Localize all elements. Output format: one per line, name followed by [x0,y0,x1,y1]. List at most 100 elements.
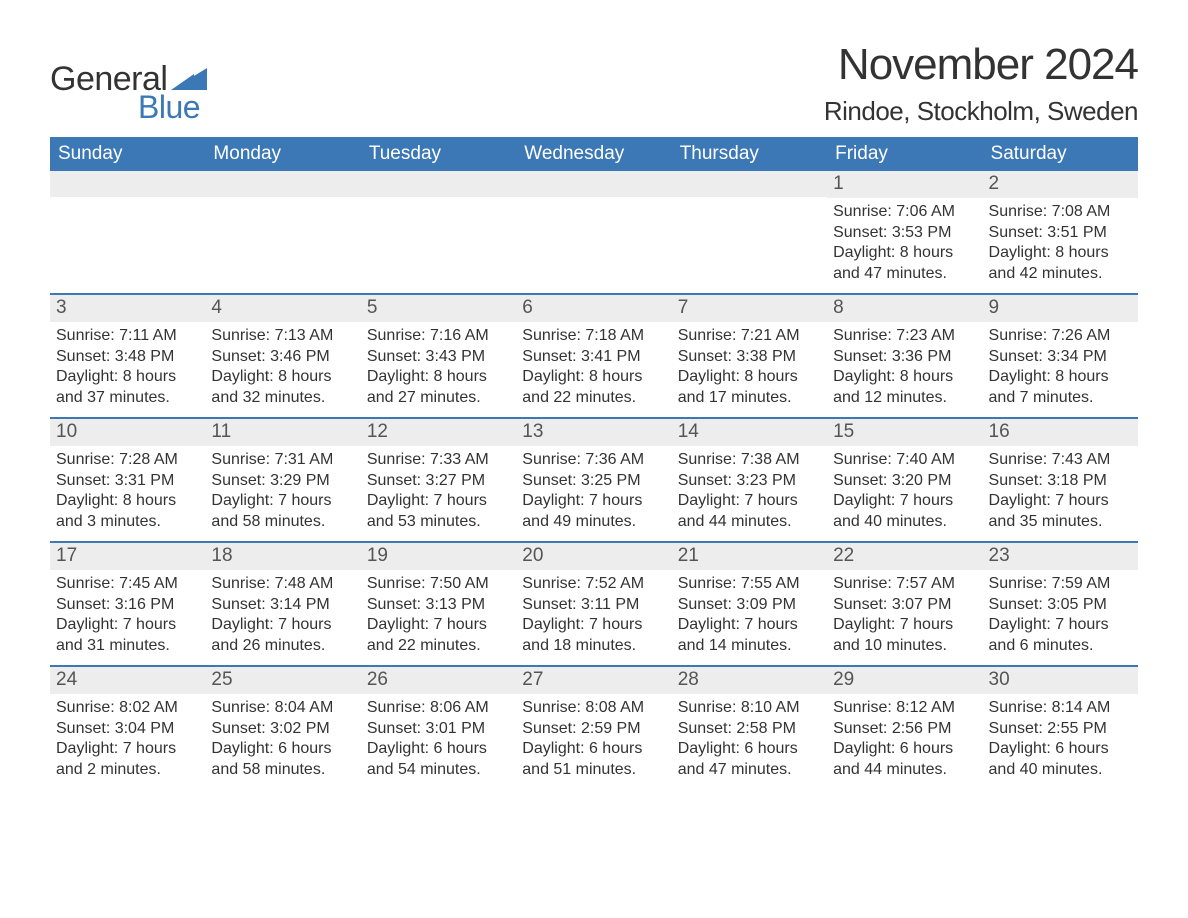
day-sunrise: Sunrise: 7:57 AM [833,574,976,595]
day-body: Sunrise: 7:23 AMSunset: 3:36 PMDaylight:… [827,322,982,413]
day-body: Sunrise: 7:59 AMSunset: 3:05 PMDaylight:… [983,570,1138,661]
calendar-cell [361,171,516,294]
day-daylight2: and 10 minutes. [833,636,976,657]
calendar-week-row: 17Sunrise: 7:45 AMSunset: 3:16 PMDayligh… [50,542,1138,666]
day-sunrise: Sunrise: 8:12 AM [833,698,976,719]
day-daylight1: Daylight: 7 hours [56,739,199,760]
day-number: 12 [361,419,516,446]
day-cell: 1Sunrise: 7:06 AMSunset: 3:53 PMDaylight… [827,171,982,293]
calendar-cell: 7Sunrise: 7:21 AMSunset: 3:38 PMDaylight… [672,294,827,418]
day-sunset: Sunset: 3:01 PM [367,719,510,740]
day-cell: 8Sunrise: 7:23 AMSunset: 3:36 PMDaylight… [827,295,982,417]
day-daylight2: and 3 minutes. [56,512,199,533]
day-daylight2: and 40 minutes. [833,512,976,533]
calendar-cell: 4Sunrise: 7:13 AMSunset: 3:46 PMDaylight… [205,294,360,418]
calendar-cell: 9Sunrise: 7:26 AMSunset: 3:34 PMDaylight… [983,294,1138,418]
calendar-week-row: 24Sunrise: 8:02 AMSunset: 3:04 PMDayligh… [50,666,1138,789]
day-sunrise: Sunrise: 7:08 AM [989,202,1132,223]
day-sunset: Sunset: 3:48 PM [56,347,199,368]
empty-day-number [516,171,671,197]
calendar-week-row: 3Sunrise: 7:11 AMSunset: 3:48 PMDaylight… [50,294,1138,418]
calendar-cell: 30Sunrise: 8:14 AMSunset: 2:55 PMDayligh… [983,666,1138,789]
day-daylight2: and 7 minutes. [989,388,1132,409]
day-sunset: Sunset: 3:11 PM [522,595,665,616]
day-number: 20 [516,543,671,570]
day-daylight2: and 49 minutes. [522,512,665,533]
day-cell: 9Sunrise: 7:26 AMSunset: 3:34 PMDaylight… [983,295,1138,417]
calendar-cell: 24Sunrise: 8:02 AMSunset: 3:04 PMDayligh… [50,666,205,789]
day-cell: 21Sunrise: 7:55 AMSunset: 3:09 PMDayligh… [672,543,827,665]
weekday-header: Tuesday [361,137,516,171]
calendar-cell: 14Sunrise: 7:38 AMSunset: 3:23 PMDayligh… [672,418,827,542]
day-daylight2: and 2 minutes. [56,760,199,781]
day-cell: 11Sunrise: 7:31 AMSunset: 3:29 PMDayligh… [205,419,360,541]
day-daylight1: Daylight: 7 hours [522,491,665,512]
day-cell: 18Sunrise: 7:48 AMSunset: 3:14 PMDayligh… [205,543,360,665]
day-body: Sunrise: 8:08 AMSunset: 2:59 PMDaylight:… [516,694,671,785]
day-daylight2: and 42 minutes. [989,264,1132,285]
day-daylight1: Daylight: 6 hours [833,739,976,760]
day-sunset: Sunset: 3:13 PM [367,595,510,616]
day-daylight1: Daylight: 8 hours [56,367,199,388]
weekday-header: Sunday [50,137,205,171]
day-daylight1: Daylight: 7 hours [367,615,510,636]
day-sunset: Sunset: 3:18 PM [989,471,1132,492]
day-sunset: Sunset: 3:34 PM [989,347,1132,368]
logo: General Blue [50,60,207,126]
header: General Blue November 2024 Rindoe, Stock… [50,40,1138,127]
calendar-cell: 29Sunrise: 8:12 AMSunset: 2:56 PMDayligh… [827,666,982,789]
day-daylight1: Daylight: 7 hours [833,491,976,512]
day-sunrise: Sunrise: 7:38 AM [678,450,821,471]
day-sunrise: Sunrise: 7:59 AM [989,574,1132,595]
day-cell: 2Sunrise: 7:08 AMSunset: 3:51 PMDaylight… [983,171,1138,293]
calendar-cell: 1Sunrise: 7:06 AMSunset: 3:53 PMDaylight… [827,171,982,294]
day-daylight2: and 47 minutes. [833,264,976,285]
day-sunset: Sunset: 2:56 PM [833,719,976,740]
day-number: 23 [983,543,1138,570]
calendar-cell: 20Sunrise: 7:52 AMSunset: 3:11 PMDayligh… [516,542,671,666]
day-number: 6 [516,295,671,322]
day-number: 18 [205,543,360,570]
day-sunset: Sunset: 3:53 PM [833,223,976,244]
day-daylight1: Daylight: 8 hours [56,491,199,512]
day-body: Sunrise: 7:45 AMSunset: 3:16 PMDaylight:… [50,570,205,661]
day-number: 4 [205,295,360,322]
day-body: Sunrise: 7:43 AMSunset: 3:18 PMDaylight:… [983,446,1138,537]
day-sunrise: Sunrise: 8:02 AM [56,698,199,719]
day-sunset: Sunset: 3:04 PM [56,719,199,740]
day-cell: 4Sunrise: 7:13 AMSunset: 3:46 PMDaylight… [205,295,360,417]
weekday-header: Saturday [983,137,1138,171]
day-body: Sunrise: 7:48 AMSunset: 3:14 PMDaylight:… [205,570,360,661]
calendar-cell: 5Sunrise: 7:16 AMSunset: 3:43 PMDaylight… [361,294,516,418]
day-daylight1: Daylight: 6 hours [989,739,1132,760]
day-number: 8 [827,295,982,322]
calendar-table: Sunday Monday Tuesday Wednesday Thursday… [50,137,1138,789]
day-sunrise: Sunrise: 7:26 AM [989,326,1132,347]
day-daylight1: Daylight: 8 hours [989,367,1132,388]
day-daylight2: and 53 minutes. [367,512,510,533]
day-number: 3 [50,295,205,322]
day-sunset: Sunset: 3:27 PM [367,471,510,492]
day-daylight2: and 6 minutes. [989,636,1132,657]
day-number: 7 [672,295,827,322]
day-cell: 25Sunrise: 8:04 AMSunset: 3:02 PMDayligh… [205,667,360,789]
day-sunrise: Sunrise: 8:10 AM [678,698,821,719]
day-number: 2 [983,171,1138,198]
day-daylight1: Daylight: 8 hours [367,367,510,388]
calendar-cell: 11Sunrise: 7:31 AMSunset: 3:29 PMDayligh… [205,418,360,542]
day-cell: 10Sunrise: 7:28 AMSunset: 3:31 PMDayligh… [50,419,205,541]
day-sunset: Sunset: 2:58 PM [678,719,821,740]
day-number: 14 [672,419,827,446]
day-body: Sunrise: 7:36 AMSunset: 3:25 PMDaylight:… [516,446,671,537]
calendar-cell: 27Sunrise: 8:08 AMSunset: 2:59 PMDayligh… [516,666,671,789]
day-number: 28 [672,667,827,694]
day-sunset: Sunset: 3:07 PM [833,595,976,616]
day-cell: 20Sunrise: 7:52 AMSunset: 3:11 PMDayligh… [516,543,671,665]
day-daylight2: and 40 minutes. [989,760,1132,781]
day-sunrise: Sunrise: 7:11 AM [56,326,199,347]
day-daylight2: and 12 minutes. [833,388,976,409]
day-body: Sunrise: 7:57 AMSunset: 3:07 PMDaylight:… [827,570,982,661]
day-daylight2: and 58 minutes. [211,512,354,533]
day-sunrise: Sunrise: 7:43 AM [989,450,1132,471]
day-daylight2: and 31 minutes. [56,636,199,657]
